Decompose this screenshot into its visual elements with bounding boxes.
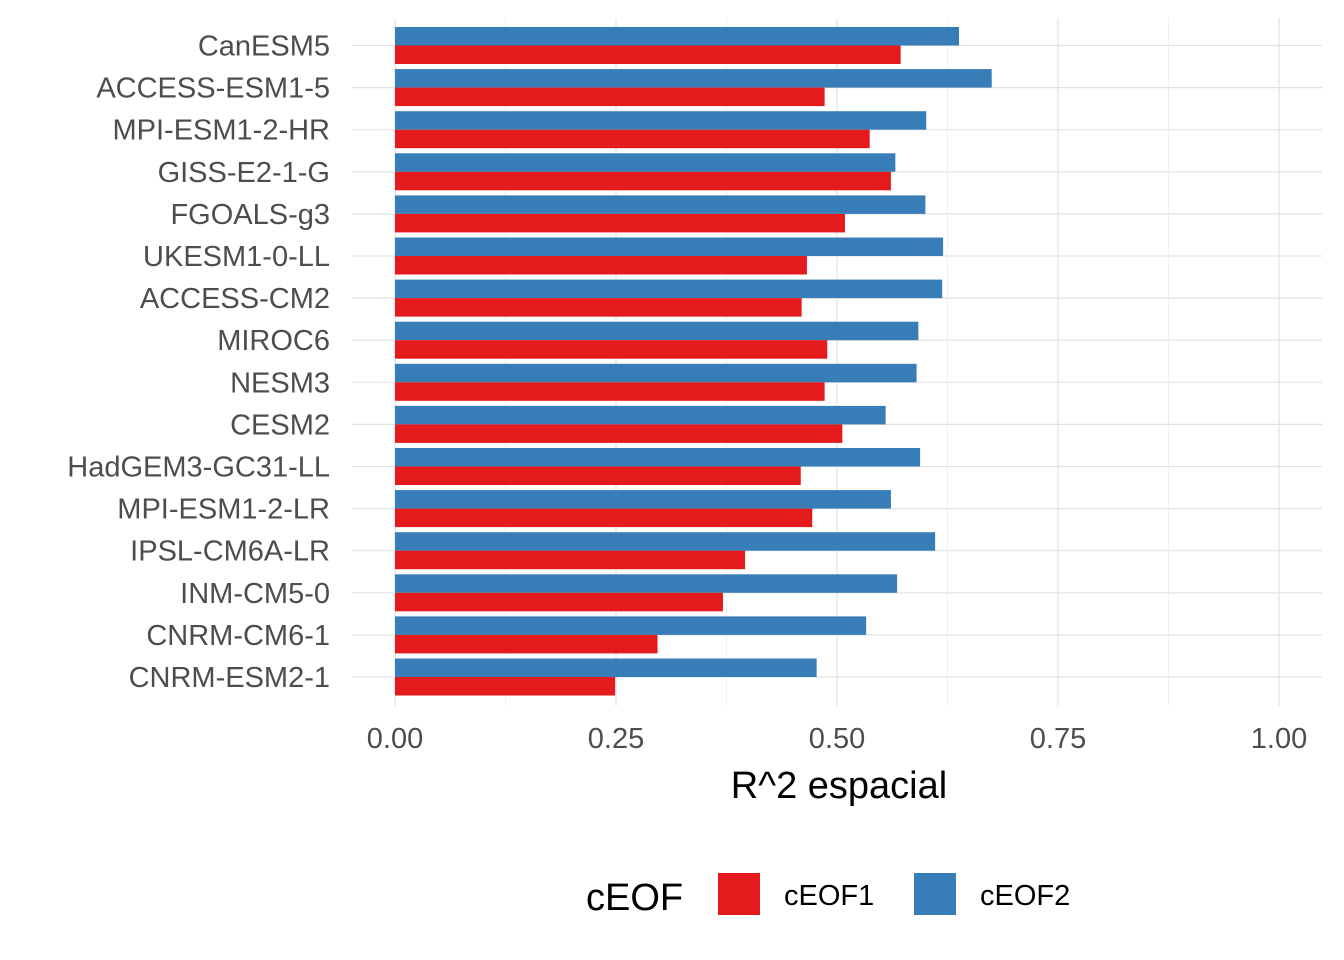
x-tick-label: 0.75	[1030, 723, 1086, 755]
y-tick-label: ACCESS-ESM1-5	[96, 73, 330, 105]
x-axis-title: R^2 espacial	[731, 765, 947, 807]
bar-ceof1-canesm5	[395, 45, 901, 64]
y-tick-label: GISS-E2-1-G	[158, 157, 330, 189]
y-tick-label: ACCESS-CM2	[140, 283, 330, 315]
bar-ceof2-inm-cm5-0	[395, 574, 898, 593]
legend-title: cEOF	[586, 877, 683, 919]
y-tick-label: CESM2	[230, 409, 330, 441]
y-tick-label: MIROC6	[217, 325, 330, 357]
y-tick-label: FGOALS-g3	[170, 199, 330, 231]
bar-ceof1-hadgem3-gc31-ll	[395, 466, 801, 485]
y-tick-label: INM-CM5-0	[180, 578, 330, 610]
bar-ceof1-mpi-esm1-2-lr	[395, 508, 813, 528]
bar-ceof1-cnrm-cm6-1	[395, 634, 658, 654]
y-tick-label: CNRM-ESM2-1	[129, 662, 330, 694]
bar-ceof2-giss-e2-1-g	[395, 153, 896, 172]
bar-ceof2-cnrm-cm6-1	[395, 616, 867, 635]
legend-label-ceof1: cEOF1	[784, 880, 874, 912]
bars	[395, 27, 992, 696]
bar-ceof2-access-cm2	[395, 279, 943, 299]
legend-label-ceof2: cEOF2	[980, 880, 1070, 912]
bar-ceof1-inm-cm5-0	[395, 592, 723, 612]
bar-ceof2-access-esm1-5	[395, 69, 992, 88]
bar-ceof2-ukesm1-0-ll	[395, 237, 944, 256]
bar-ceof1-fgoals-g3	[395, 213, 845, 233]
bar-ceof2-canesm5	[395, 27, 959, 46]
x-tick-label: 1.00	[1251, 723, 1307, 755]
bar-ceof2-miroc6	[395, 321, 919, 341]
y-tick-label: IPSL-CM6A-LR	[130, 536, 330, 568]
y-tick-labels: CanESM5 ACCESS-ESM1-5 MPI-ESM1-2-HR GISS-E2…	[67, 31, 330, 695]
y-tick-label: UKESM1-0-LL	[143, 241, 330, 273]
x-tick-label: 0.50	[809, 723, 865, 755]
bar-ceof1-access-cm2	[395, 298, 802, 317]
bar-ceof2-fgoals-g3	[395, 195, 926, 214]
bar-ceof1-access-esm1-5	[395, 87, 825, 107]
bar-ceof2-mpi-esm1-2-hr	[395, 111, 927, 130]
bar-ceof2-cnrm-esm2-1	[395, 658, 817, 677]
bar-ceof2-hadgem3-gc31-ll	[395, 448, 921, 467]
y-tick-label: HadGEM3-GC31-LL	[67, 452, 330, 484]
bar-ceof2-cesm2	[395, 405, 886, 425]
x-tick-label: 0.00	[367, 723, 423, 755]
bar-ceof1-miroc6	[395, 340, 828, 359]
bar-ceof1-cnrm-esm2-1	[395, 677, 616, 696]
legend-key-ceof1	[718, 873, 760, 915]
y-tick-label: MPI-ESM1-2-HR	[112, 115, 330, 147]
y-tick-label: NESM3	[230, 367, 330, 399]
bar-ceof1-giss-e2-1-g	[395, 171, 891, 191]
bar-ceof2-ipsl-cm6a-lr	[395, 532, 936, 551]
y-tick-label: CNRM-CM6-1	[146, 620, 330, 652]
bar-ceof2-mpi-esm1-2-lr	[395, 490, 891, 509]
y-tick-label: MPI-ESM1-2-LR	[117, 494, 330, 526]
bar-ceof1-cesm2	[395, 424, 843, 443]
bar-ceof1-ipsl-cm6a-lr	[395, 550, 746, 570]
x-tick-label: 0.25	[588, 723, 644, 755]
x-tick-labels: 0.00 0.25 0.50 0.75 1.00	[367, 723, 1307, 755]
y-tick-label: CanESM5	[198, 31, 330, 63]
bar-ceof1-nesm3	[395, 382, 825, 401]
legend: cEOF cEOF1 cEOF2	[586, 873, 1070, 919]
bar-ceof1-ukesm1-0-ll	[395, 256, 807, 275]
bar-ceof2-nesm3	[395, 363, 917, 383]
bar-ceof1-mpi-esm1-2-hr	[395, 129, 870, 149]
legend-key-ceof2	[914, 873, 956, 915]
